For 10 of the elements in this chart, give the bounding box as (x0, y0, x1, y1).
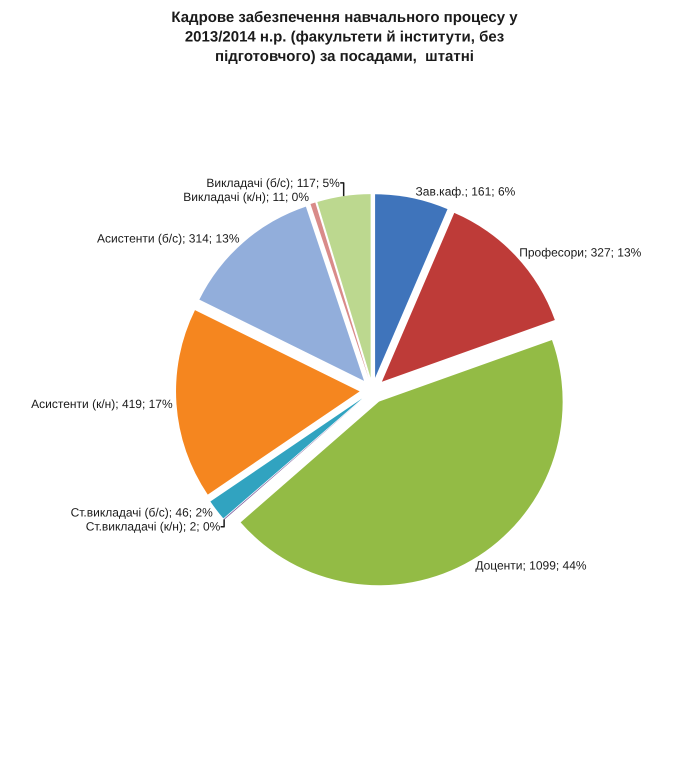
slice-label: Ст.викладачі (б/с); 46; 2% (70, 506, 214, 520)
slice-label: Асистенти (б/с); 314; 13% (97, 231, 240, 246)
slice-label: Професори; 327; 13% (519, 246, 642, 260)
slice-label: Ст.викладачі (к/н); 2; 0% (86, 520, 221, 534)
slice-label: Асистенти (к/н); 419; 17% (31, 397, 173, 412)
chart-title: Кадрове забезпечення навчального процесу у 2013/2014 н.р. (факультети й інститути, без підготовчого) за посадами, штатні (171, 8, 518, 65)
slice-label: Доценти; 1099; 44% (475, 558, 587, 572)
slice-label: Викладачі (к/н); 11; 0% (183, 190, 310, 204)
slice-label: Викладачі (б/с); 117; 5% (206, 176, 340, 190)
slice-label: Зав.каф.; 161; 6% (416, 184, 516, 198)
